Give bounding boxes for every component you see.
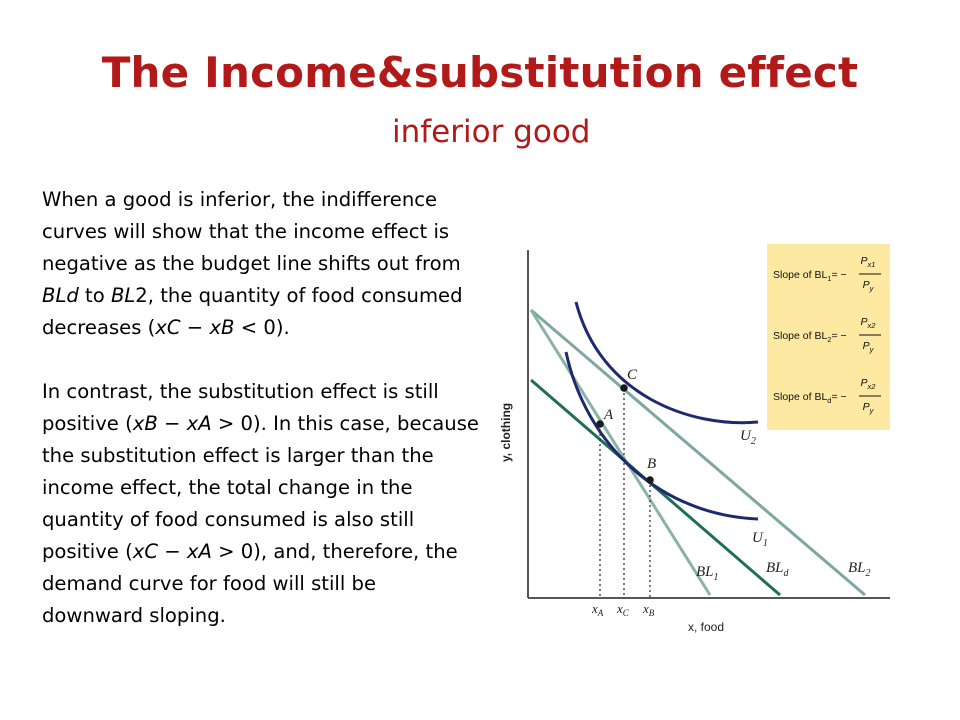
paragraph-substitution-effect: In contrast, the substitution effect is … xyxy=(42,380,479,627)
u2-label: U2 xyxy=(740,428,756,447)
x-axis-label: x, food xyxy=(688,620,724,634)
bl1-label: BL1 xyxy=(696,564,719,583)
point-b-label: B xyxy=(647,456,656,472)
svg-text:Slope of BL1= −: Slope of BL1= − xyxy=(773,269,847,283)
slope-bl1-formula: Slope of BL1= − Px1 Py xyxy=(773,255,881,293)
svg-text:Py: Py xyxy=(863,401,875,415)
point-b-dot xyxy=(646,476,654,484)
svg-text:Py: Py xyxy=(863,340,875,354)
x-tick-xc: xC xyxy=(616,601,630,618)
income-substitution-diagram: A C B U2 U1 BL1 BLd BL2 xA xC xB x, food… xyxy=(490,240,900,650)
svg-text:Px2: Px2 xyxy=(861,316,877,330)
x-tick-xb: xB xyxy=(642,601,655,618)
bld-label: BLd xyxy=(766,560,790,579)
svg-text:Px1: Px1 xyxy=(861,255,876,269)
slide-title: The Income&substitution effect xyxy=(101,48,859,97)
u1-label: U1 xyxy=(752,530,768,549)
point-a-dot xyxy=(596,420,604,428)
indifference-curve-u2 xyxy=(574,301,759,425)
svg-text:Slope of BLd= −: Slope of BLd= − xyxy=(773,391,847,405)
budget-line-bl2 xyxy=(530,308,866,597)
point-c-dot xyxy=(620,384,628,392)
point-a-label: A xyxy=(603,407,614,423)
slope-bld-formula: Slope of BLd= − Px2 Py xyxy=(773,377,881,415)
y-axis-label: y, clothing xyxy=(499,403,513,462)
slope-formula-box: Slope of BL1= − Px1 Py Slope of BL2= − P… xyxy=(767,244,890,430)
svg-text:Py: Py xyxy=(863,279,875,293)
svg-text:Slope of BL2= −: Slope of BL2= − xyxy=(773,330,847,344)
point-c-label: C xyxy=(627,367,638,383)
bl2-label: BL2 xyxy=(848,560,871,579)
slope-bl2-formula: Slope of BL2= − Px2 Py xyxy=(773,316,881,354)
paragraph-income-effect: When a good is inferior, the indifferenc… xyxy=(42,188,463,339)
svg-text:Px2: Px2 xyxy=(861,377,877,391)
slide-subtitle: inferior good xyxy=(392,114,591,150)
budget-line-bl1 xyxy=(529,309,712,596)
indifference-curve-u1 xyxy=(564,351,759,521)
body-text: When a good is inferior, the indifferenc… xyxy=(42,184,482,632)
x-tick-xa: xA xyxy=(591,601,604,618)
